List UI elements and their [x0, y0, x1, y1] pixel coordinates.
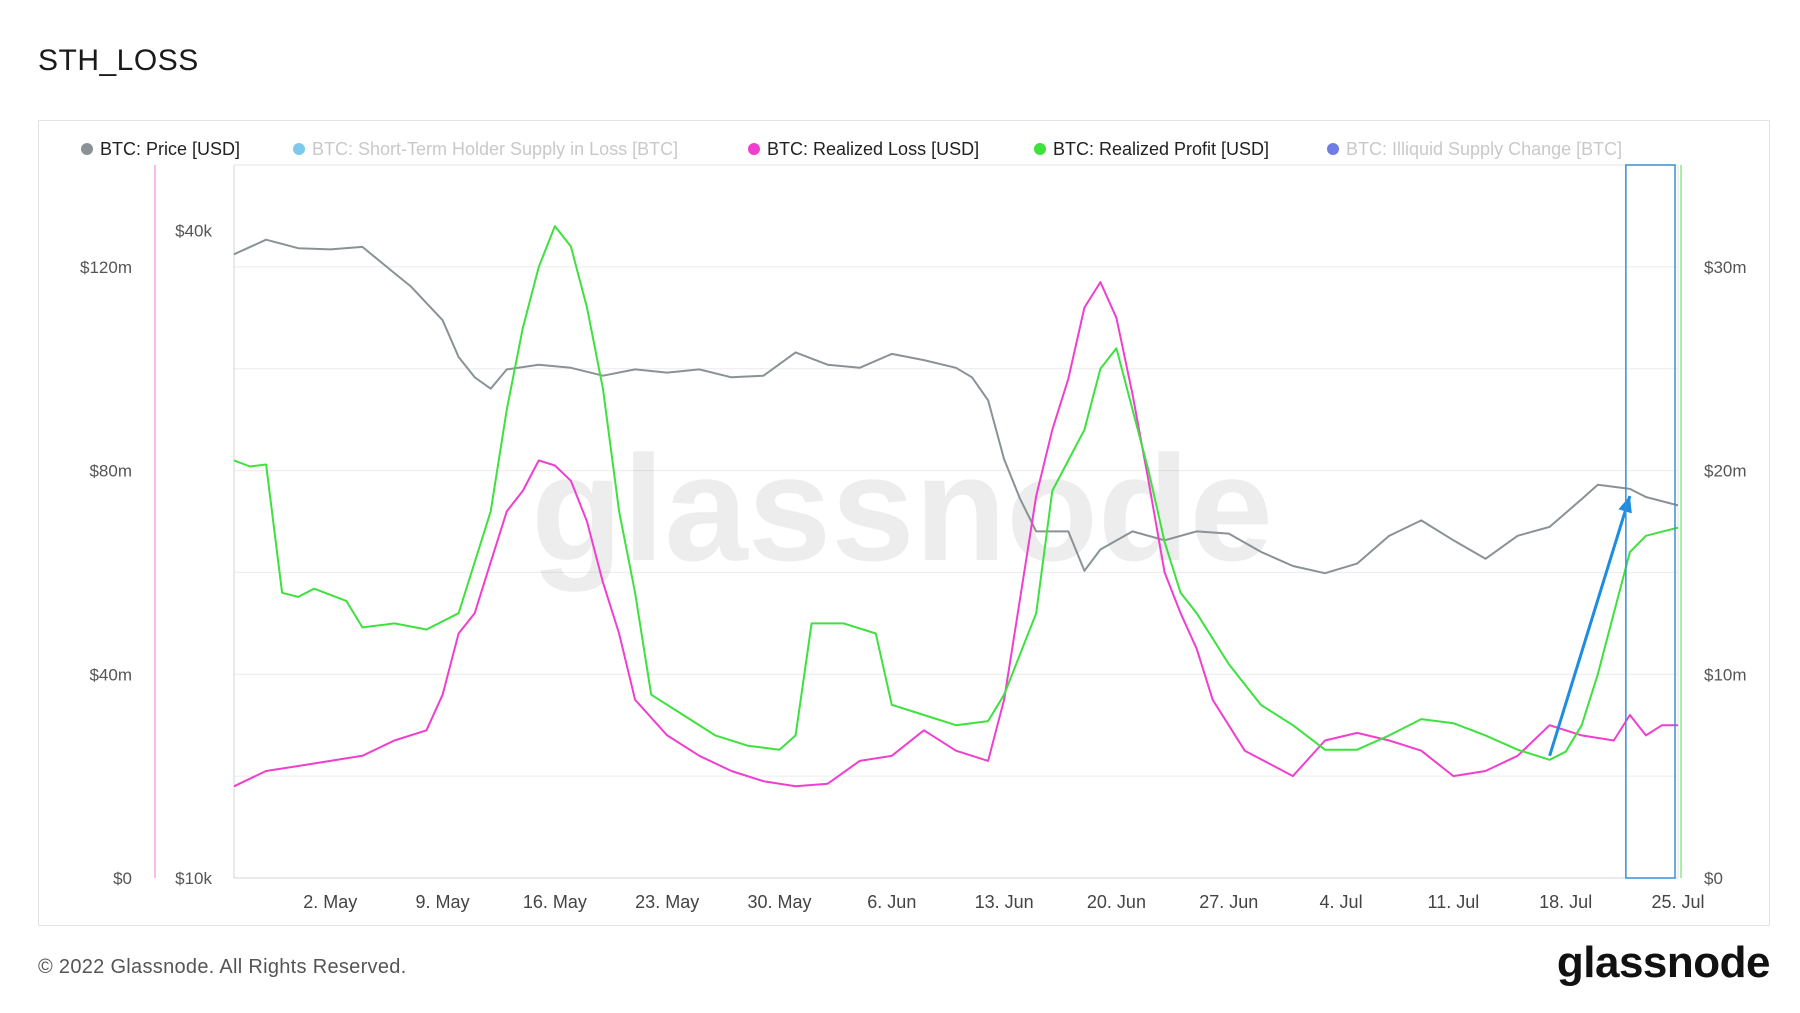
brand-logo: glassnode [1556, 938, 1771, 987]
y-right-tick-label: $0 [1704, 869, 1723, 888]
y-left-inner-tick-label: $10k [175, 869, 212, 888]
legend-label: BTC: Price [USD] [100, 139, 240, 159]
legend-item: BTC: Short-Term Holder Supply in Loss [B… [293, 139, 678, 159]
y-left-inner-tick-label: $40k [175, 221, 212, 240]
legend-marker [1327, 143, 1339, 155]
series-line-price [233, 238, 1679, 575]
x-tick-label: 23. May [635, 892, 699, 912]
series-line-realized-profit [233, 225, 1679, 761]
y-right-tick-label: $10m [1704, 665, 1747, 684]
page-title: STH_LOSS [38, 44, 199, 77]
y-left-outer-tick-label: $0 [113, 869, 132, 888]
x-tick-label: 13. Jun [975, 892, 1034, 912]
y-left-outer-tick-label: $120m [80, 258, 132, 277]
x-tick-label: 9. May [416, 892, 470, 912]
x-tick-label: 25. Jul [1651, 892, 1704, 912]
y-right-tick-label: $30m [1704, 258, 1747, 277]
legend-label: BTC: Realized Loss [USD] [767, 139, 979, 159]
x-tick-label: 16. May [523, 892, 587, 912]
annotations [1548, 164, 1676, 879]
x-tick-label: 2. May [303, 892, 357, 912]
x-tick-label: 20. Jun [1087, 892, 1146, 912]
annotation-highlight-box [1625, 164, 1676, 879]
legend-item: BTC: Realized Loss [USD] [748, 139, 979, 159]
legend-item: BTC: Realized Profit [USD] [1034, 139, 1269, 159]
y-right-tick-label: $20m [1704, 462, 1747, 481]
x-tick-label: 27. Jun [1199, 892, 1258, 912]
y-left-outer-tick-label: $80m [89, 462, 132, 481]
copyright-text: © 2022 Glassnode. All Rights Reserved. [38, 956, 407, 978]
x-tick-label: 30. May [747, 892, 811, 912]
legend: BTC: Price [USD] BTC: Short-Term Holder S… [81, 139, 1622, 159]
annotation-arrow-shaft [1548, 495, 1632, 757]
series-line-realized-loss [233, 281, 1678, 788]
x-tick-label: 4. Jul [1320, 892, 1363, 912]
legend-label: BTC: Illiquid Supply Change [BTC] [1346, 139, 1622, 159]
legend-marker [1034, 143, 1046, 155]
legend-marker [293, 143, 305, 155]
legend-label: BTC: Short-Term Holder Supply in Loss [B… [312, 139, 678, 159]
x-tick-label: 6. Jun [867, 892, 916, 912]
watermark: glassnode [531, 424, 1273, 592]
legend-marker [81, 143, 93, 155]
x-tick-label: 11. Jul [1428, 892, 1480, 912]
chart-frame [38, 120, 1770, 926]
x-tick-label: 18. Jul [1539, 892, 1592, 912]
legend-marker [748, 143, 760, 155]
axes: $0 $40m $80m $120m $10k $40k $0 $10m $20m $30m 2. … [80, 164, 1747, 912]
legend-label: BTC: Realized Profit [USD] [1053, 139, 1269, 159]
legend-item: BTC: Price [USD] [81, 139, 240, 159]
legend-item: BTC: Illiquid Supply Change [BTC] [1327, 139, 1622, 159]
series-lines [233, 225, 1679, 788]
y-left-outer-tick-label: $40m [89, 665, 132, 684]
